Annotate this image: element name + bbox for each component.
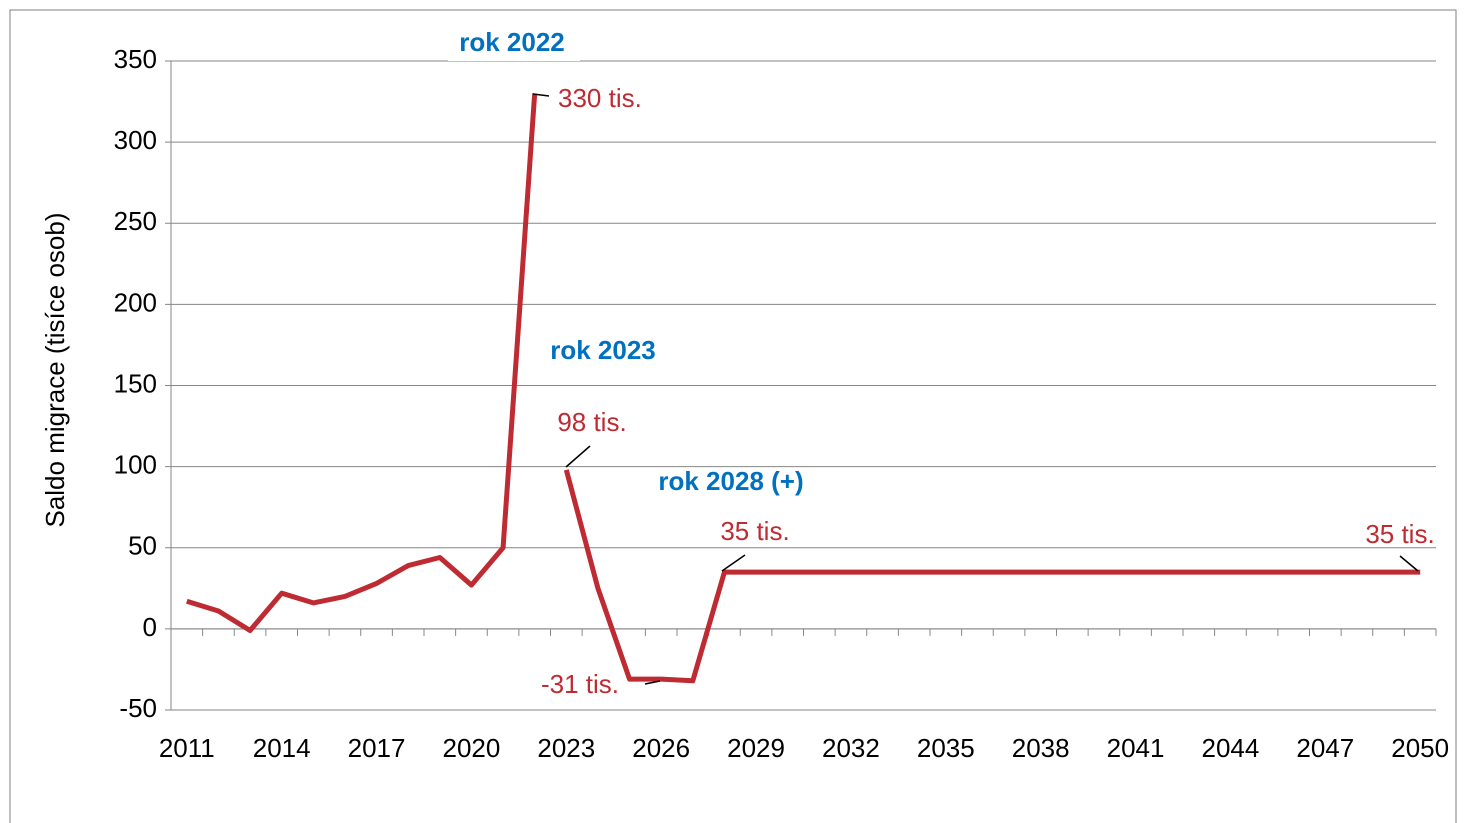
label-box [448, 28, 580, 61]
y-tick-label: 50 [128, 531, 157, 561]
annotation: rok 2022 [459, 27, 565, 57]
leader-line [565, 445, 591, 468]
x-tick-label: 2029 [727, 733, 785, 763]
annotation: rok 2028 (+) [658, 466, 803, 496]
x-tick-label: 2020 [443, 733, 501, 763]
y-tick-label: 300 [114, 125, 157, 155]
x-tick-label: 2023 [537, 733, 595, 763]
line-series [186, 93, 538, 633]
line-series [563, 469, 1421, 684]
annotation: 35 tis. [1365, 519, 1434, 549]
x-tick-label: 2047 [1296, 733, 1354, 763]
y-tick-label: -50 [119, 693, 157, 723]
y-tick-label: 0 [143, 612, 157, 642]
x-tick-label: 2017 [348, 733, 406, 763]
leader-line [532, 93, 550, 97]
x-tick-label: 2014 [253, 733, 311, 763]
annotation: rok 2023 [550, 335, 656, 365]
leader-line [721, 554, 746, 572]
x-tick-label: 2026 [632, 733, 690, 763]
y-axis-label: Saldo migrace (tisíce osob) [40, 212, 70, 527]
x-tick-label: 2038 [1012, 733, 1070, 763]
chart-frame [9, 9, 1457, 823]
x-tick-label: 2032 [822, 733, 880, 763]
x-tick-label: 2035 [917, 733, 975, 763]
leader-line [1399, 555, 1419, 572]
x-tick-label: 2011 [159, 733, 215, 763]
y-tick-label: 250 [114, 206, 157, 236]
y-tick-label: 200 [114, 287, 157, 317]
y-tick-label: 100 [114, 450, 157, 480]
leader-line [644, 680, 661, 685]
annotation: 330 tis. [558, 83, 642, 113]
annotation: -31 tis. [541, 669, 619, 699]
x-tick-label: 2041 [1107, 733, 1165, 763]
x-tick-label: 2050 [1391, 733, 1449, 763]
y-tick-label: 150 [114, 368, 157, 398]
annotation: 35 tis. [720, 516, 789, 546]
y-tick-label: 350 [114, 44, 157, 74]
annotation: 98 tis. [557, 407, 626, 437]
x-tick-label: 2044 [1202, 733, 1260, 763]
